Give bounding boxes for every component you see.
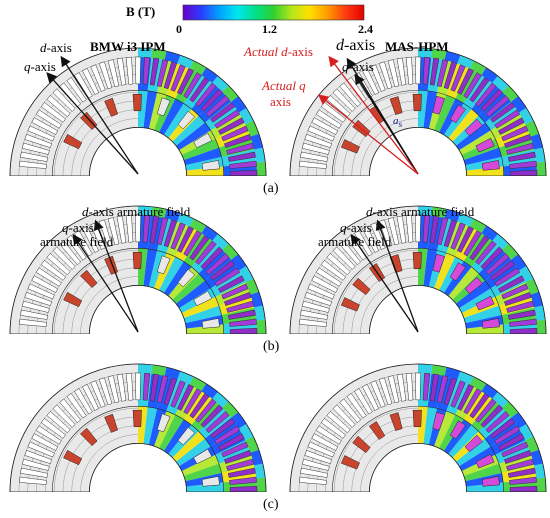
colorbar-tick-mid: 1.2 [262,22,277,36]
actual-d-axis-label: Actual d-axis [244,44,313,59]
left-q-axis-label: q-axis [24,59,56,74]
left-d-armature-line [93,219,139,333]
colorbar-tick-0: 0 [176,22,182,36]
actual-q-axis-label: Actual q [262,78,306,93]
right-d-armature-label: d-axis armature field [366,204,475,219]
machine-ipm-0 [8,47,268,180]
right-q-armature-line [350,233,419,333]
left-q-armature-label: q-axis [62,220,94,235]
right-q-armature-label-line2: armature field [318,234,392,249]
right-d-axis-label: d-axis [336,37,376,54]
caption-c: (c) [263,497,279,512]
colorbar-label: B (T) [126,4,156,19]
actual-d-axis-line [328,55,419,175]
left-q-armature-line [72,233,139,333]
right-q-armature-label: q-axis [340,220,372,235]
caption-b: (b) [263,339,280,354]
right-q-axis-label: q-axis [342,59,374,74]
actual-q-axis-label-line2: axis [270,94,291,109]
actual-q-axis-line [317,94,419,175]
right-q-axis-line [354,73,419,175]
alpha-s-label: as [393,115,403,130]
right-machine-title: MAS-HPM [385,39,449,54]
machine-hpm-1 [288,205,548,338]
machine-ipm-2 [8,363,268,496]
left-d-axis-label: d-axis [40,40,72,55]
right-d-armature-line [375,219,419,333]
colorbar-tick-max: 2.4 [358,22,373,36]
machine-hpm-2 [288,363,548,496]
left-q-axis-line [46,72,139,175]
caption-a: (a) [263,181,279,196]
colorbar [182,4,365,21]
machine-hpm-0 [288,47,548,180]
left-d-armature-label: d-axis armature field [82,204,191,219]
left-d-axis-line [60,55,139,175]
left-machine-title: BMW i3 IPM [90,39,166,54]
machine-ipm-1 [8,205,268,338]
left-q-armature-label-line2: armature field [40,234,114,249]
